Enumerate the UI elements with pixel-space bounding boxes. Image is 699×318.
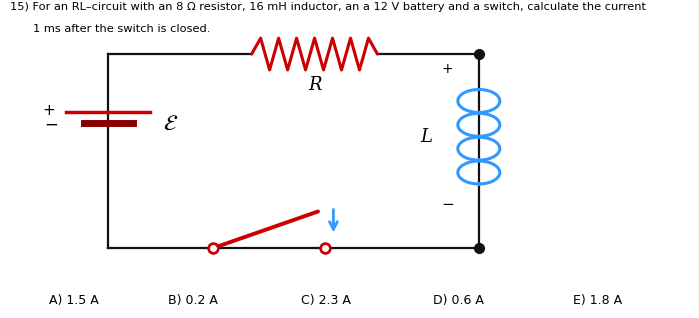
Text: D) 0.6 A: D) 0.6 A	[433, 294, 484, 307]
Text: A) 1.5 A: A) 1.5 A	[49, 294, 99, 307]
Text: 15) For an RL–circuit with an 8 Ω resistor, 16 mH inductor, an a 12 V battery an: 15) For an RL–circuit with an 8 Ω resist…	[10, 2, 647, 11]
Text: L: L	[420, 128, 433, 146]
Text: −: −	[441, 197, 454, 212]
Text: C) 2.3 A: C) 2.3 A	[301, 294, 350, 307]
Text: $\mathcal{E}$: $\mathcal{E}$	[163, 114, 178, 134]
Text: E) 1.8 A: E) 1.8 A	[573, 294, 622, 307]
Text: B) 0.2 A: B) 0.2 A	[168, 294, 217, 307]
Text: +: +	[43, 103, 55, 118]
Text: 1 ms after the switch is closed.: 1 ms after the switch is closed.	[33, 24, 210, 34]
Text: −: −	[44, 116, 58, 134]
Text: +: +	[442, 62, 453, 76]
Text: R: R	[308, 76, 322, 94]
